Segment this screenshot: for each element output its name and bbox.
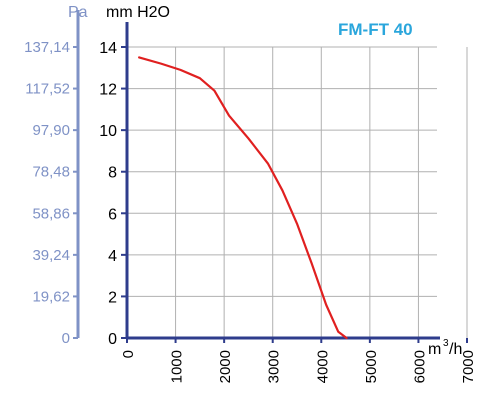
mm-tick-label: 8: [108, 165, 117, 182]
tick-labels: 0 19,62 39,24 58,86 78,48 97,90 117,52 137,14 0 2…: [24, 39, 477, 383]
pa-tick-label: 0: [62, 330, 70, 347]
pa-tick-label: 19,62: [32, 288, 70, 305]
pa-tick-label: 58,86: [32, 205, 70, 222]
mm-tick-label: 12: [99, 82, 117, 99]
x-axis-label-sup: 3: [443, 338, 449, 349]
x-axis-label-suffix: /h: [449, 341, 462, 358]
series: [138, 56, 348, 340]
x-tick-label: 3000: [266, 350, 283, 383]
y-axis-label-pa: Pa: [68, 4, 88, 21]
pa-tick-label: 97,90: [32, 122, 70, 139]
x-tick-label: 6000: [411, 350, 428, 383]
pa-tick-label: 117,52: [25, 81, 70, 98]
pa-tick-label: 137,14: [24, 39, 70, 56]
x-tick-label: 2000: [217, 350, 234, 383]
pa-tick-label: 78,48: [32, 164, 70, 181]
mm-tick-label: 14: [99, 40, 117, 57]
x-tick-label: 4000: [314, 350, 331, 383]
mm-tick-label: 4: [108, 248, 117, 265]
grid: [127, 46, 468, 338]
mm-tick-label: 0: [108, 331, 117, 348]
x-tick-label: 0: [120, 350, 137, 358]
x-tick-label: 7000: [460, 350, 477, 383]
series-line: [138, 56, 348, 340]
x-axis-unit: m 3 /h: [428, 338, 462, 358]
x-tick-label: 1000: [169, 350, 186, 383]
x-axis-label: m: [428, 341, 441, 358]
mm-tick-label: 10: [99, 123, 117, 140]
chart-title: FM-FT 40: [338, 20, 413, 39]
x-tick-label: 5000: [363, 350, 380, 383]
y-axis-label-mm: mm H2O: [106, 4, 170, 21]
mm-tick-label: 2: [108, 289, 117, 306]
axes: [73, 10, 468, 343]
pa-tick-label: 39,24: [32, 247, 70, 264]
mm-tick-label: 6: [108, 206, 117, 223]
